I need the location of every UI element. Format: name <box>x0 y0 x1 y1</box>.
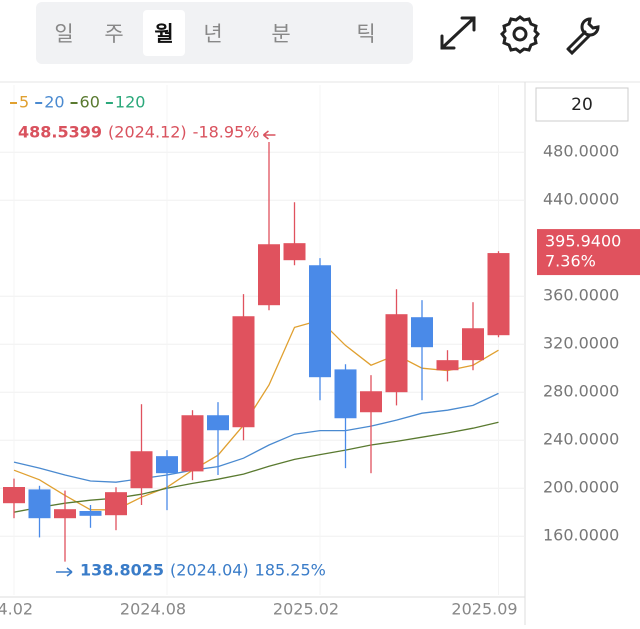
period-input[interactable] <box>535 87 629 122</box>
annotation-arrow <box>262 130 276 140</box>
tab[interactable]: 월 <box>154 22 173 46</box>
annotation-change: -18.95% <box>193 123 260 142</box>
candle-body <box>28 489 51 519</box>
y-tick-label: 440.0000 <box>543 190 619 209</box>
x-tick-label: 2025.02 <box>273 600 339 619</box>
candle-body <box>411 317 433 348</box>
annotation-value: 488.5399 <box>18 123 102 142</box>
candle-body <box>258 244 280 306</box>
tools-icon[interactable] <box>566 17 600 56</box>
tab[interactable]: 주 <box>104 22 123 46</box>
x-tick-label: 2025.09 <box>451 600 517 619</box>
candle-body <box>181 415 204 472</box>
candle-body <box>130 451 153 489</box>
y-tick-label: 360.0000 <box>543 286 619 305</box>
candle-body <box>334 369 357 419</box>
candle-body <box>54 509 76 519</box>
selected-tab-bg <box>143 10 185 56</box>
y-tick-label: 320.0000 <box>543 334 619 353</box>
candle-body <box>156 456 178 474</box>
annotation-arrow <box>56 567 73 577</box>
tab[interactable]: 년 <box>203 22 222 46</box>
tab[interactable]: 분 <box>271 22 290 46</box>
candle-body <box>207 415 229 431</box>
candle-body <box>309 265 331 378</box>
x-tick-label: 2024.08 <box>120 600 186 619</box>
candle-body <box>436 360 459 371</box>
tab[interactable]: 틱 <box>356 22 375 46</box>
ma-line <box>13 392 499 483</box>
annotation-date: (2024.12) <box>108 123 187 142</box>
last-price-tag <box>537 229 640 276</box>
y-tick-label: 280.0000 <box>543 382 619 401</box>
settings-icon[interactable] <box>500 15 540 54</box>
y-tick-label: 240.0000 <box>543 430 619 449</box>
last-change: 7.36% <box>545 252 596 271</box>
candle-body <box>385 314 408 393</box>
candle-body <box>360 391 382 413</box>
y-tick-label: 160.0000 <box>543 526 619 545</box>
legend-label: 60 <box>80 93 100 112</box>
tab-bar <box>36 2 413 64</box>
candle-body <box>105 492 127 516</box>
y-tick-label: 200.0000 <box>543 478 619 497</box>
ma-line <box>13 421 499 513</box>
candle-body <box>3 487 25 504</box>
annotation-change: 185.25% <box>255 561 326 580</box>
y-tick-label: 480.0000 <box>543 142 619 161</box>
candle-body <box>79 511 102 516</box>
legend-label: 120 <box>115 93 146 112</box>
candle-body <box>487 253 510 336</box>
legend-label: 20 <box>44 93 64 112</box>
period-value[interactable]: 20 <box>571 95 593 115</box>
expand-icon[interactable] <box>440 16 476 50</box>
candle-body <box>462 328 484 361</box>
tab[interactable]: 일 <box>54 22 73 46</box>
annotation-value: 138.8025 <box>80 561 164 580</box>
legend-label: 5 <box>19 93 29 112</box>
ma-line <box>13 319 499 511</box>
x-tick-label: 2024.02 <box>0 600 33 619</box>
candle-body <box>232 316 255 428</box>
last-price: 395.9400 <box>545 232 621 251</box>
annotation-date: (2024.04) <box>170 561 249 580</box>
candle-body <box>283 243 306 261</box>
